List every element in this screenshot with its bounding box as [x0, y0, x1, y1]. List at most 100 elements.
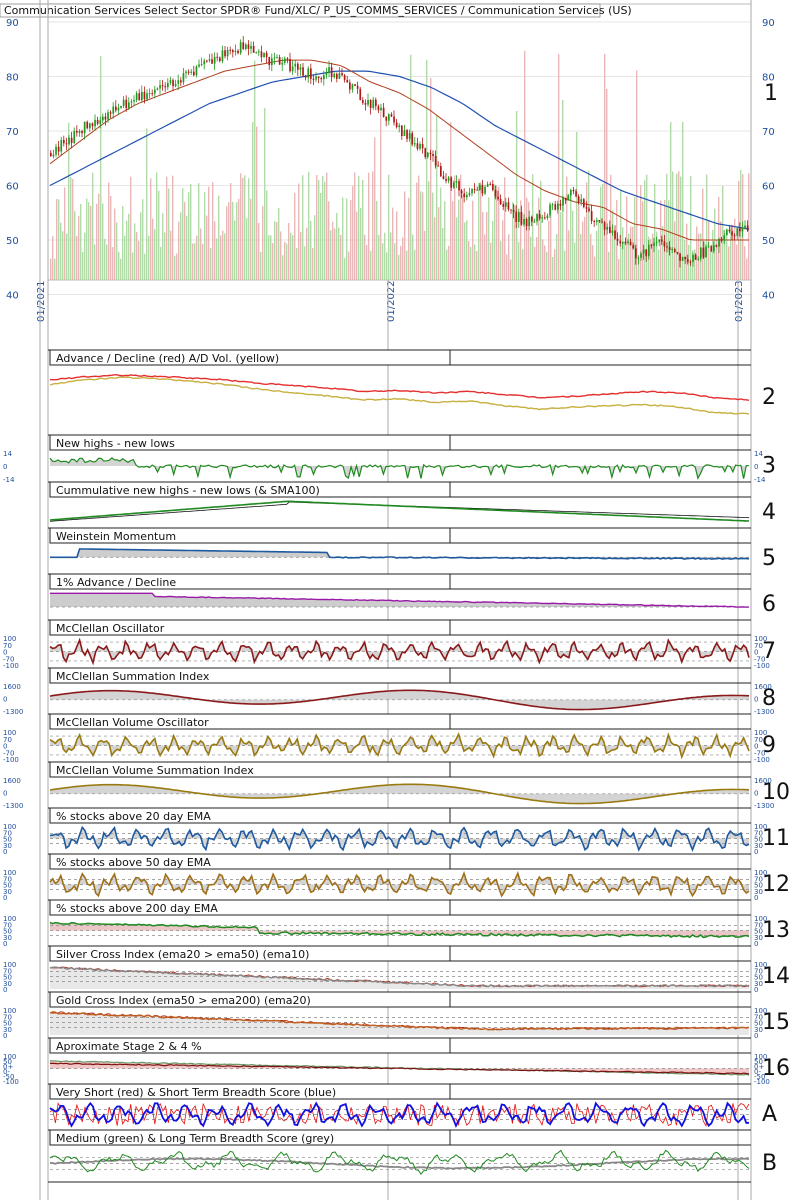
panel-tick-label-left: 0	[3, 463, 7, 471]
volume-bar	[600, 186, 602, 280]
candle-body	[338, 73, 341, 79]
panel-title-tab	[49, 527, 451, 544]
volume-bar	[274, 221, 276, 280]
panel-tick-label-right: 30	[754, 842, 763, 850]
panel-number: 5	[762, 546, 776, 571]
series-line-ad-volume	[49, 376, 750, 415]
candle-body	[359, 88, 362, 101]
volume-bar	[720, 221, 722, 280]
candle-body	[658, 239, 661, 243]
candle-body	[505, 202, 507, 207]
candle-body	[702, 247, 705, 258]
panel-tick-label-left: -70	[3, 749, 14, 757]
series-line-oscillator	[49, 732, 750, 760]
volume-bar	[722, 186, 724, 280]
volume-bar	[98, 193, 100, 280]
price-tick-label: 70	[6, 127, 19, 138]
volume-bar	[80, 203, 82, 280]
candle-body	[502, 204, 505, 207]
date-tick-label: 01/2023	[734, 280, 745, 322]
candle-body	[99, 120, 102, 124]
candle-body	[723, 235, 726, 241]
volume-bar	[710, 251, 712, 280]
candle-body	[245, 44, 247, 49]
series-line-weinstein	[50, 548, 750, 560]
candle-body	[68, 137, 70, 145]
volume-bar	[248, 178, 250, 280]
volume-bar	[580, 233, 582, 280]
volume-bar	[242, 177, 244, 280]
volume-bar	[590, 234, 592, 280]
volume-bar	[548, 220, 550, 280]
volume-bar	[508, 234, 510, 280]
panel-number: 9	[762, 733, 776, 758]
volume-bar	[102, 203, 104, 280]
volume-bar	[612, 210, 614, 280]
panel-title: % stocks above 200 day EMA	[56, 902, 218, 915]
volume-bar	[608, 251, 610, 280]
panel-tick-label-right: 50	[754, 1058, 763, 1066]
volume-bar	[540, 180, 542, 280]
panel-title: 1% Advance / Decline	[56, 576, 176, 589]
candle-body	[739, 228, 741, 232]
price-tick-label: 40	[6, 291, 19, 302]
candle-body	[299, 67, 302, 70]
candle-body	[232, 50, 234, 53]
candle-body	[572, 189, 575, 192]
volume-bar	[606, 88, 608, 280]
volume-bar	[398, 254, 400, 280]
series-line-one-pct	[50, 592, 750, 608]
volume-bar	[312, 248, 314, 280]
candle-body	[720, 238, 723, 241]
volume-bar	[586, 182, 588, 280]
volume-bar	[268, 235, 270, 280]
volume-bar	[368, 172, 370, 280]
volume-bar	[522, 249, 524, 280]
candle-body	[458, 181, 460, 191]
candle-body	[570, 189, 572, 196]
volume-bar	[92, 172, 94, 280]
panel-title: Advance / Decline (red) A/D Vol. (yellow…	[56, 352, 279, 365]
panel-title-tab	[49, 807, 451, 824]
candle-body	[645, 249, 648, 257]
panel-tick-label-right: 50	[754, 928, 763, 936]
panel-tick-label-right: 0	[754, 743, 758, 751]
volume-bar	[568, 230, 570, 280]
volume-bar	[212, 182, 214, 280]
candle-body	[369, 99, 372, 109]
volume-bar	[632, 226, 634, 280]
candle-body	[341, 73, 343, 76]
volume-bar	[680, 176, 682, 280]
volume-bar	[154, 229, 156, 280]
volume-bar	[694, 249, 696, 280]
volume-bar	[578, 201, 580, 280]
candle-body	[476, 189, 479, 191]
panel-title-tab	[49, 619, 451, 636]
candle-body	[668, 247, 671, 250]
volume-bar	[570, 194, 572, 280]
panel-title-tab	[49, 761, 451, 778]
candle-body	[239, 42, 242, 54]
panel-title-tab	[49, 481, 451, 498]
volume-bar	[614, 231, 616, 280]
series-line-summation	[49, 689, 750, 711]
volume-bar	[334, 228, 336, 280]
candle-body	[606, 226, 609, 230]
price-axis-right: 40 50 60 70 80 90	[762, 18, 775, 302]
volume-bar	[414, 249, 416, 280]
volume-bar	[542, 239, 544, 280]
volume-bar	[716, 240, 718, 280]
volume-bar	[708, 220, 710, 280]
candle-body	[726, 229, 728, 236]
volume-bar	[686, 223, 688, 280]
panel-tick-label-left: 14	[3, 450, 12, 458]
candle-body	[177, 80, 180, 84]
candle-body	[577, 196, 580, 202]
candle-body	[567, 195, 570, 201]
candle-body	[70, 137, 73, 144]
volume-bar	[108, 182, 110, 280]
panel-tick-label-left: -100	[3, 756, 19, 764]
candle-body	[328, 67, 330, 73]
